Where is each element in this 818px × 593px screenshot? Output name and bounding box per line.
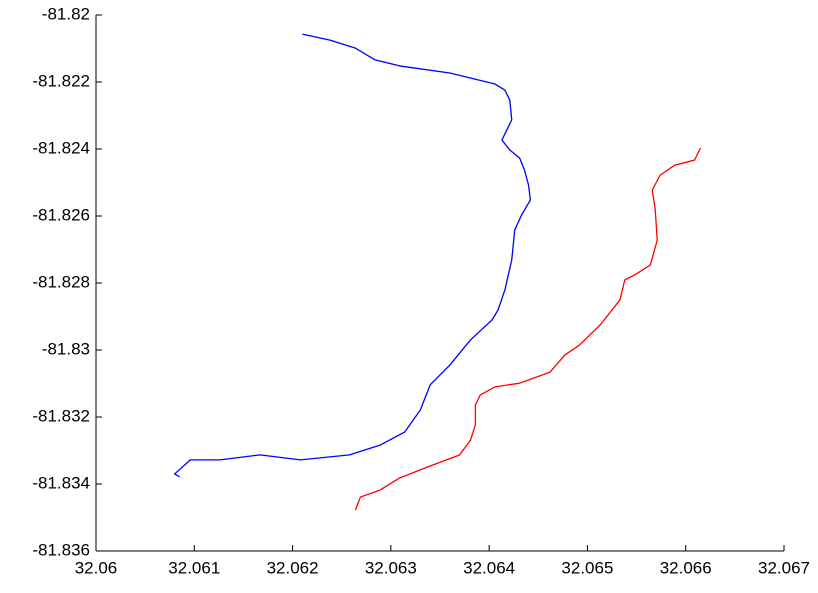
x-tick-label: 32.065	[561, 558, 613, 577]
y-tick-label: -81.832	[32, 406, 90, 425]
y-tick-label: -81.836	[32, 540, 90, 559]
y-tick-label: -81.83	[42, 339, 90, 358]
y-tick-label: -81.822	[32, 71, 90, 90]
y-tick-label: -81.828	[32, 272, 90, 291]
x-tick-label: 32.06	[75, 558, 118, 577]
x-tick-label: 32.066	[660, 558, 712, 577]
trace-line	[173, 33, 532, 478]
x-tick-label: 32.063	[365, 558, 417, 577]
x-tick-label: 32.064	[463, 558, 515, 577]
y-tick-label: -81.82	[42, 4, 90, 23]
y-tick-label: -81.834	[32, 473, 90, 492]
x-tick-label: 32.067	[758, 558, 810, 577]
x-tick-label: 32.062	[267, 558, 319, 577]
y-tick-label: -81.826	[32, 205, 90, 224]
trace-line	[354, 147, 702, 511]
y-tick-label: -81.824	[32, 138, 90, 157]
x-tick-label: 32.061	[168, 558, 220, 577]
